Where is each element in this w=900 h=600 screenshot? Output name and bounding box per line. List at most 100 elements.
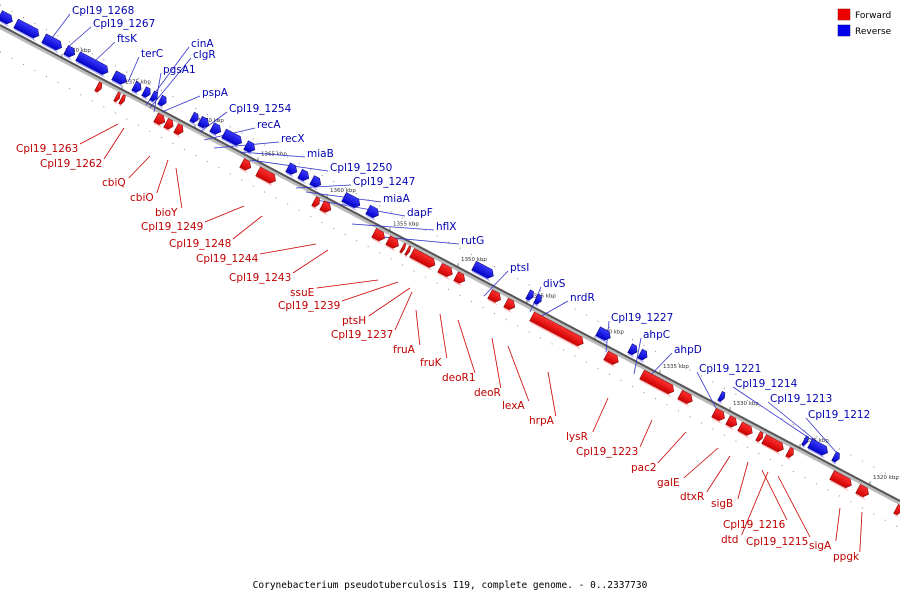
forward-gene-arrow xyxy=(639,369,675,398)
reverse-gene-arrow xyxy=(297,168,310,185)
scale-tick-label: 1360 kbp xyxy=(330,188,356,194)
forward-gene-arrow xyxy=(453,271,466,287)
forward-gene-arrow xyxy=(163,118,174,133)
leader-line-cpl19-1243 xyxy=(292,249,329,274)
scale-tick-label: 1380 kbp xyxy=(65,48,91,54)
legend-reverse-swatch xyxy=(837,24,851,37)
leader-line-dtxr xyxy=(706,455,731,493)
forward-gene-arrow xyxy=(371,228,385,245)
reverse-gene-arrow xyxy=(0,10,13,28)
reverse-gene-arrow xyxy=(189,111,199,126)
upper-guide-line xyxy=(0,4,900,482)
reverse-gene-label-pspa: pspA xyxy=(202,87,229,99)
forward-gene-label-ssue: ssuE xyxy=(290,287,314,299)
leader-line-cpl19-1268 xyxy=(51,13,71,39)
reverse-gene-label-divs: divS xyxy=(543,278,566,290)
forward-gene-arrow xyxy=(761,434,784,456)
forward-gene-label-frua: fruA xyxy=(393,344,416,356)
reverse-gene-label-cpl19-1267: Cpl19_1267 xyxy=(93,18,155,30)
forward-gene-label-cpl19-1248: Cpl19_1248 xyxy=(169,238,231,250)
forward-gene-arrow xyxy=(255,166,276,187)
leader-line-miaa xyxy=(305,191,382,203)
reverse-gene-arrow xyxy=(75,51,109,78)
forward-gene-label-lexa: lexA xyxy=(502,400,525,412)
leader-line-hrpa xyxy=(547,371,557,417)
reverse-gene-arrow xyxy=(197,116,210,132)
reverse-gene-label-dapf: dapF xyxy=(407,207,433,219)
leader-line-ssue xyxy=(316,279,379,289)
forward-gene-label-deor1: deoR1 xyxy=(442,372,476,384)
legend-reverse-label: Reverse xyxy=(855,27,892,37)
leader-line-gale xyxy=(683,447,719,479)
leader-line-cpl19-1254 xyxy=(199,111,228,133)
forward-gene-arrow xyxy=(829,470,852,492)
leader-line-pac2 xyxy=(657,431,687,464)
leader-line-cpl19-1247 xyxy=(295,184,352,189)
forward-gene-label-bioy: bioY xyxy=(155,207,178,219)
forward-gene-arrow xyxy=(94,81,103,95)
forward-gene-arrow xyxy=(437,262,453,281)
reverse-gene-arrow xyxy=(157,94,167,109)
reverse-gene-label-hflx: hflX xyxy=(436,221,456,233)
reverse-gene-arrow xyxy=(141,86,151,101)
forward-gene-label-cpl19-1262: Cpl19_1262 xyxy=(40,158,102,170)
reverse-gene-arrow xyxy=(525,289,534,303)
forward-gene-label-dtd: dtd xyxy=(721,534,738,546)
leader-line-cpl19-1221 xyxy=(696,371,719,413)
forward-gene-label-dtxr: dtxR xyxy=(680,491,704,503)
scale-tick-label: 1340 kbp xyxy=(598,330,624,336)
reverse-gene-label-cpl19-1227: Cpl19_1227 xyxy=(611,312,673,324)
reverse-gene-arrow xyxy=(341,192,361,212)
reverse-gene-label-reca: recA xyxy=(257,119,281,131)
leader-line-lysr xyxy=(592,397,609,433)
forward-gene-arrow xyxy=(113,91,121,104)
leader-line-dapf xyxy=(315,199,406,217)
forward-gene-arrow xyxy=(173,123,184,138)
lower-guide-line xyxy=(0,51,900,529)
forward-gene-label-deor: deoR xyxy=(474,387,501,399)
forward-gene-label-cpl19-1243: Cpl19_1243 xyxy=(229,272,291,284)
forward-gene-label-fruk: fruK xyxy=(420,357,443,369)
leader-line-cpl19-1248 xyxy=(232,215,263,240)
leader-line-cpl19-1244 xyxy=(259,243,317,255)
reverse-gene-arrow xyxy=(627,343,638,358)
reverse-gene-label-ahpc: ahpC xyxy=(643,329,670,341)
leader-line-ftsk xyxy=(95,41,116,61)
reverse-gene-label-cpl19-1212: Cpl19_1212 xyxy=(808,409,870,421)
leader-line-sigb xyxy=(737,461,749,500)
reverse-gene-arrow xyxy=(285,162,298,178)
reverse-gene-label-ptsi: ptsI xyxy=(510,262,529,274)
forward-gene-label-cpl19-1244: Cpl19_1244 xyxy=(196,253,259,265)
reverse-gene-arrow xyxy=(243,140,256,156)
forward-gene-arrow xyxy=(404,245,412,258)
reverse-gene-label-pgsa1: pgsA1 xyxy=(163,64,196,76)
scale-tick-label: 1330 kbp xyxy=(733,401,759,407)
reverse-gene-label-cpl19-1221: Cpl19_1221 xyxy=(699,363,761,375)
forward-gene-label-sigb: sigB xyxy=(711,498,733,510)
leader-line-deor1 xyxy=(457,319,476,374)
forward-gene-arrow xyxy=(118,94,126,107)
forward-gene-arrow xyxy=(503,297,516,314)
forward-gene-label-ppgk: ppgk xyxy=(833,551,860,563)
legend-forward-label: Forward xyxy=(855,11,891,21)
forward-gene-arrow xyxy=(311,196,320,210)
reverse-gene-label-miab: miaB xyxy=(307,148,334,160)
leader-line-cpl19-1216 xyxy=(761,469,788,521)
scale-tick-label: 1335 kbp xyxy=(663,364,689,370)
forward-gene-label-hrpa: hrpA xyxy=(529,415,555,427)
reverse-gene-arrow xyxy=(63,45,76,61)
forward-gene-label-ptsh: ptsH xyxy=(342,315,366,327)
forward-gene-label-cbio: cbiO xyxy=(130,192,154,204)
reverse-gene-label-cina: cinA xyxy=(191,38,214,50)
leader-line-pspa xyxy=(161,95,201,113)
reverse-gene-arrow xyxy=(111,70,127,88)
leader-line-cpl19-1267 xyxy=(67,26,92,48)
gene-features xyxy=(0,10,900,518)
leader-line-frua xyxy=(415,309,421,346)
reverse-gene-label-nrdr: nrdR xyxy=(570,292,595,304)
leader-line-cpl19-1237 xyxy=(394,291,413,331)
leader-line-dtd xyxy=(741,471,769,536)
leader-line-clgr xyxy=(149,57,192,109)
